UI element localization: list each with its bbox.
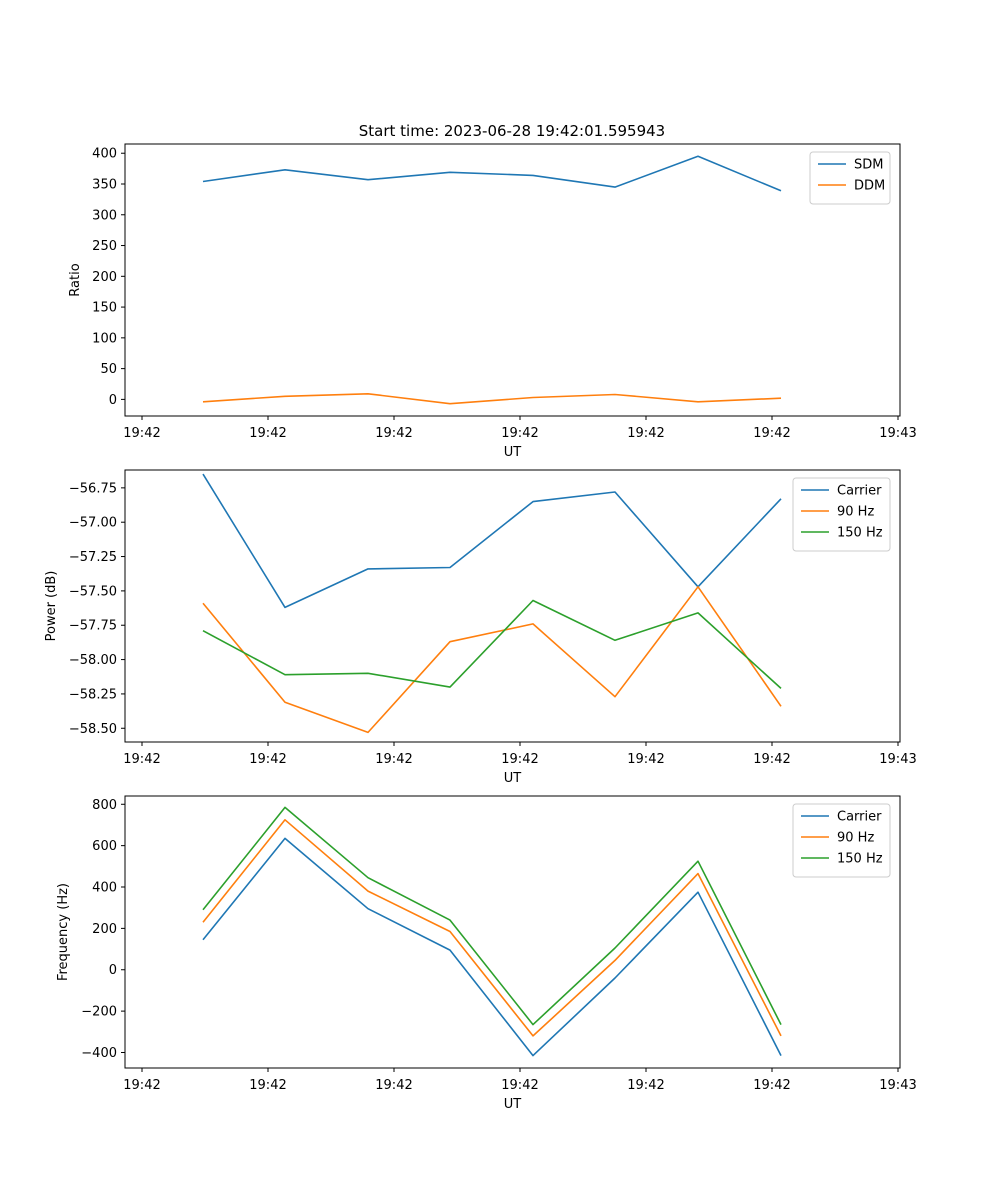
x-tick-label: 19:42 [123,426,160,441]
series-line-150-hz [202,806,782,1026]
x-tick-label: 19:42 [501,752,538,767]
series-line-sdm [202,155,782,192]
x-axis-label: UT [504,445,522,460]
axes-frame [124,795,901,1069]
x-tick-label: 19:42 [627,1078,664,1093]
chart-panel-1: 0 50 100 150 200 250 300 350 400 19:42 19:42 19:42 1… [68,143,917,460]
x-axis-label: UT [504,1097,522,1112]
x-tick-label: 19:43 [879,752,916,767]
y-tick-label: −57.00 [69,516,117,531]
y-tick-label: −57.50 [69,584,117,599]
x-tick-label: 19:42 [501,1078,538,1093]
series-line-90-hz [202,818,782,1037]
x-tick-label: 19:42 [123,1078,160,1093]
y-tick-label: −400 [81,1046,117,1061]
y-tick-label: 600 [92,839,117,854]
series-line-carrier [202,473,782,609]
legend-label: 150 Hz [837,526,883,541]
axes-frame [124,143,901,417]
legend-label: Carrier [837,484,882,499]
x-tick-label: 19:42 [375,752,412,767]
y-axis-label: Frequency (Hz) [56,883,71,981]
y-tick-label: −56.75 [69,481,117,496]
y-axis-label: Ratio [68,263,83,296]
series-line-90-hz [202,585,782,734]
y-tick-label: −58.50 [69,722,117,737]
y-tick-label: 300 [92,208,117,223]
legend-label: 150 Hz [837,852,883,867]
y-tick-label: −58.25 [69,687,117,702]
y-tick-label: 200 [92,922,117,937]
x-tick-label: 19:42 [249,426,286,441]
chart-panel-2: −58.50 −58.25 −58.00 −57.75 −57.50 −57.25 −57.… [44,469,917,786]
y-tick-label: 200 [92,270,117,285]
x-tick-label: 19:42 [375,426,412,441]
y-tick-label: 800 [92,798,117,813]
axes-frame [124,469,901,743]
x-tick-label: 19:42 [627,752,664,767]
x-tick-label: 19:42 [249,752,286,767]
y-tick-label: 100 [92,331,117,346]
series-line-150-hz [202,599,782,689]
legend-label: 90 Hz [837,505,874,520]
y-tick-label: 150 [92,301,117,316]
x-tick-label: 19:42 [123,752,160,767]
y-tick-label: 0 [109,963,117,978]
x-tick-label: 19:43 [879,1078,916,1093]
y-axis-label: Power (dB) [44,571,59,642]
series-line-ddm [202,392,782,405]
y-tick-label: 400 [92,147,117,162]
series-line-carrier [202,837,782,1057]
y-tick-label: 0 [109,393,117,408]
legend-box [809,151,891,205]
x-tick-label: 19:43 [879,426,916,441]
x-axis-label: UT [504,771,522,786]
y-tick-label: −58.00 [69,653,117,668]
x-tick-label: 19:42 [501,426,538,441]
chart-panel-3: −400 −200 0 200 400 600 800 19:42 19:42 19:42 19:4… [56,795,917,1112]
x-tick-label: 19:42 [753,1078,790,1093]
figure-title: Start time: 2023-06-28 19:42:01.595943 [359,122,665,140]
x-tick-label: 19:42 [753,426,790,441]
y-tick-label: 400 [92,881,117,896]
x-tick-label: 19:42 [627,426,664,441]
y-tick-label: 50 [100,362,117,377]
legend-label: DDM [854,179,885,194]
y-tick-label: −57.75 [69,619,117,634]
y-tick-label: 350 [92,178,117,193]
legend-label: Carrier [837,810,882,825]
y-tick-label: −57.25 [69,550,117,565]
y-tick-label: −200 [81,1005,117,1020]
x-tick-label: 19:42 [249,1078,286,1093]
y-tick-label: 250 [92,239,117,254]
legend-label: SDM [854,158,883,173]
legend-label: 90 Hz [837,831,874,846]
x-tick-label: 19:42 [753,752,790,767]
x-tick-label: 19:42 [375,1078,412,1093]
